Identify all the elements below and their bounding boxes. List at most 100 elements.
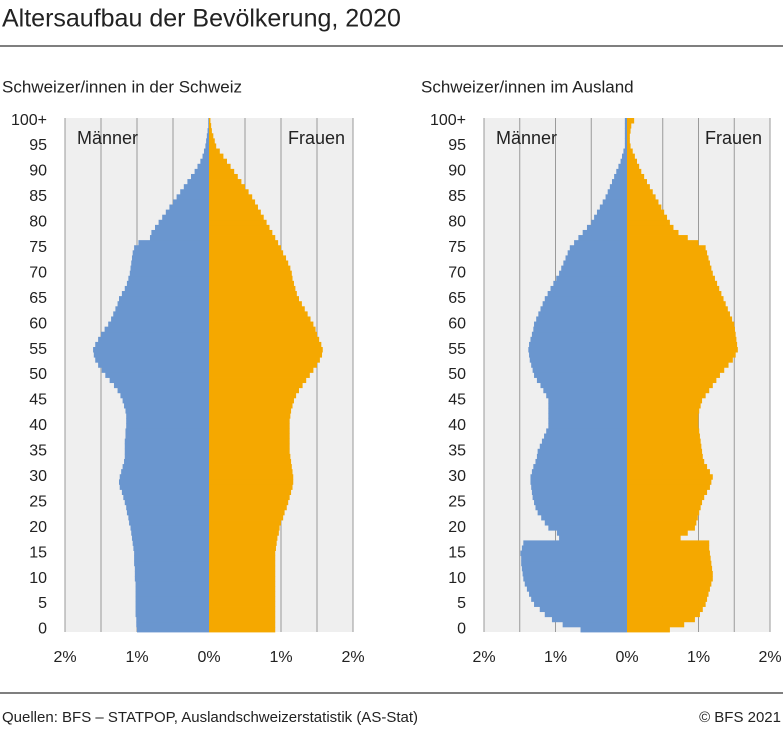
bar [208, 123, 209, 129]
y-tick-label: 0 [38, 621, 47, 638]
bar [209, 581, 276, 587]
bar [209, 291, 297, 297]
bar [614, 173, 627, 180]
bar [627, 311, 730, 317]
bar [93, 352, 209, 358]
bar [627, 438, 701, 445]
bar [531, 489, 627, 495]
bar [627, 331, 736, 338]
bar [623, 148, 627, 155]
bar [209, 347, 323, 353]
bar [627, 148, 633, 155]
bar [556, 530, 627, 536]
bar [627, 423, 699, 429]
bar [209, 530, 279, 536]
bar [627, 347, 738, 353]
bar [209, 474, 294, 480]
bar [529, 357, 627, 363]
bar [124, 285, 209, 292]
bar [209, 321, 314, 328]
bar [95, 357, 209, 363]
bar [546, 392, 627, 399]
bar [209, 550, 276, 557]
x-tick-label: 2% [472, 649, 495, 666]
bar [531, 484, 627, 490]
bar [209, 514, 284, 521]
bar [122, 397, 209, 404]
bar [209, 626, 276, 633]
bar [541, 514, 627, 521]
y-tick-label: 15 [29, 544, 47, 561]
bar [135, 596, 209, 602]
bar [627, 204, 662, 211]
bar [209, 453, 291, 460]
bar [533, 326, 627, 333]
bar [548, 525, 627, 531]
bar [547, 291, 627, 297]
bar [105, 372, 209, 378]
bar [529, 352, 627, 358]
bar [209, 285, 296, 292]
bar [627, 133, 630, 139]
bar [209, 168, 235, 175]
bar [627, 464, 708, 470]
chart-subtitle: Schweizer/innen im Ausland [421, 77, 634, 96]
bar [209, 326, 316, 333]
bar [209, 163, 231, 170]
bar [209, 265, 291, 272]
bar [209, 377, 307, 384]
bar [132, 540, 209, 546]
bar [209, 133, 214, 139]
y-tick-label: 35 [29, 443, 47, 460]
bar [209, 509, 285, 516]
bar [126, 504, 209, 511]
bar [173, 199, 209, 205]
bar [534, 499, 627, 506]
bar [550, 285, 627, 292]
bar [627, 428, 700, 434]
bar [209, 616, 276, 623]
bar [209, 479, 294, 485]
bar [136, 621, 209, 628]
bar [627, 372, 720, 378]
bar [209, 576, 276, 582]
bar [209, 336, 320, 343]
bar [191, 173, 209, 180]
bar [98, 336, 209, 343]
bar [135, 601, 209, 607]
bar [627, 418, 699, 424]
bar [624, 118, 627, 124]
bar [627, 189, 653, 195]
bar [624, 123, 627, 129]
bar [209, 555, 276, 562]
bar [209, 570, 276, 577]
bar [591, 219, 627, 226]
bar [621, 153, 627, 160]
bar [209, 596, 276, 602]
bar [627, 504, 701, 511]
bar [565, 255, 627, 261]
bar [627, 179, 648, 185]
bar [135, 611, 209, 618]
bar [207, 128, 209, 134]
bar [209, 438, 290, 445]
bar [616, 168, 627, 175]
y-tick-label: 60 [448, 315, 466, 332]
bar [536, 453, 627, 460]
bar [209, 194, 253, 200]
legend-label: Männer [77, 128, 138, 148]
bar [627, 596, 708, 602]
y-tick-label: 70 [448, 264, 466, 281]
bar [627, 118, 635, 124]
bar [209, 372, 310, 378]
legend-label: Frauen [705, 128, 762, 148]
bar [209, 245, 281, 251]
bar [627, 352, 736, 358]
bar [209, 621, 276, 628]
bar [627, 586, 710, 592]
bar [627, 402, 701, 409]
chart-subtitle: Schweizer/innen in der Schweiz [2, 77, 242, 96]
bar [548, 423, 627, 429]
y-tick-label: 10 [29, 570, 47, 587]
bar [209, 611, 276, 618]
